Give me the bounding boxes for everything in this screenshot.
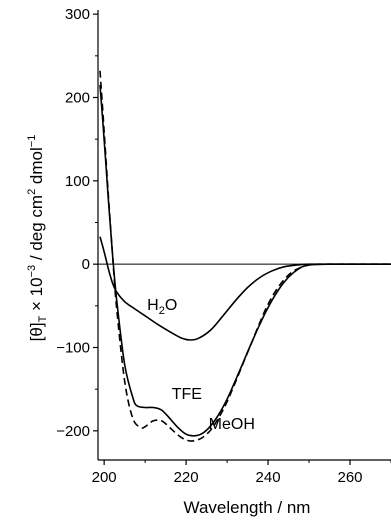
series-line-h2o — [99, 236, 391, 341]
y-tick-label: 200 — [65, 90, 90, 107]
x-tick-label: 200 — [92, 469, 117, 486]
series-label-h2o: H2O — [147, 297, 177, 317]
y-title-part-c: / deg cm — [27, 195, 46, 265]
ticks: −200 −100 0 100 200 300 200 220 240 260 — [56, 6, 391, 486]
y-tick-label: 0 — [82, 256, 90, 273]
y-title-part-a: [θ] — [27, 322, 46, 341]
series-line-tfe — [99, 84, 391, 437]
y-tick-label: 300 — [65, 6, 90, 23]
y-tick-label: −100 — [56, 340, 90, 357]
series-label-meoh: MeOH — [209, 416, 255, 433]
axes — [97, 10, 391, 461]
x-tick-label: 260 — [338, 469, 363, 486]
y-tick-label: 100 — [65, 173, 90, 190]
x-axis-title: Wavelength / nm — [184, 498, 311, 517]
y-title-part-b: × 10 — [27, 277, 46, 315]
y-title-sup-1: −3 — [26, 265, 38, 278]
y-tick-label: −200 — [56, 423, 90, 440]
x-tick-label: 220 — [174, 469, 199, 486]
series-label-tfe: TFE — [172, 386, 202, 403]
series-lines — [99, 70, 391, 442]
x-tick-label: 240 — [256, 469, 281, 486]
y-title-sup-2: 2 — [26, 189, 38, 195]
series-line-meoh — [99, 70, 391, 442]
y-axis-title: [θ]T × 10−3 / deg cm2 dmol−1 — [26, 135, 49, 342]
y-title-part-d: dmol — [27, 147, 46, 189]
series-labels: H2O TFE MeOH — [147, 297, 255, 433]
y-title-sub-t: T — [37, 315, 49, 322]
y-title-sup-3: −1 — [26, 135, 38, 148]
